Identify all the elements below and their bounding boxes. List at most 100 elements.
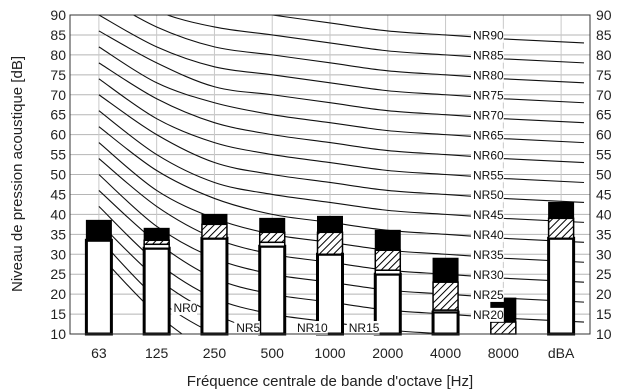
bar-top xyxy=(201,213,228,225)
y-tick-label-left: 35 xyxy=(50,226,66,242)
bar-4000 xyxy=(431,257,460,336)
y-tick-label-left: 15 xyxy=(50,306,66,322)
bar-base xyxy=(84,238,113,336)
nr-label: NR15 xyxy=(349,321,380,335)
nr-label-bg xyxy=(471,188,504,203)
nr-label: NR90 xyxy=(473,29,504,43)
x-tick-label: 4000 xyxy=(430,345,461,361)
x-tick-label: 2000 xyxy=(372,345,403,361)
plot-frame xyxy=(69,14,591,335)
nr-label: NR40 xyxy=(473,228,504,242)
bar-hatched xyxy=(374,249,402,271)
bar-base xyxy=(200,236,229,336)
x-tick-labels: 63 125 250 500 1000 2000 4000 8000 dBA xyxy=(91,345,575,361)
y-tick-label-left: 25 xyxy=(50,266,66,282)
bar-top xyxy=(548,201,575,219)
bar-2000 xyxy=(373,229,402,336)
y-tick-label-right: 20 xyxy=(596,286,612,302)
nr-label-bg xyxy=(171,301,198,316)
nr-label-bg xyxy=(295,321,328,336)
bar-base xyxy=(431,310,460,336)
nr-label: NR25 xyxy=(473,288,504,302)
y-tick-label-right: 75 xyxy=(596,67,612,83)
bar-top xyxy=(432,257,459,283)
bar-1000 xyxy=(316,215,344,336)
nr-label-bg xyxy=(234,321,260,336)
nr-label-bg xyxy=(471,248,504,263)
y-tick-label-right: 30 xyxy=(596,246,612,262)
nr-curve xyxy=(98,62,585,164)
plot-border xyxy=(69,14,591,335)
y-tick-label-right: 40 xyxy=(596,206,612,222)
nr-label: NR0 xyxy=(173,301,197,315)
y-tick-label-right: 25 xyxy=(596,266,612,282)
bar-top xyxy=(317,215,343,233)
y-tick-label-left: 75 xyxy=(50,67,66,83)
nr-label-bg xyxy=(471,287,504,302)
nr-label: NR35 xyxy=(473,248,504,262)
x-tick-label: 500 xyxy=(261,345,285,361)
nr-label: NR20 xyxy=(473,308,504,322)
y-axis-label: Niveau de pression acoustique [dB] xyxy=(9,56,26,292)
y-tick-label-right: 55 xyxy=(596,147,612,163)
bar-hatched xyxy=(490,321,517,335)
nr-label-bg xyxy=(471,108,504,123)
nr-label-bg xyxy=(471,168,504,183)
bar-top xyxy=(85,219,112,241)
y-tick-label-left: 45 xyxy=(50,186,66,202)
nr-label-bg xyxy=(471,28,504,43)
x-tick-label: 250 xyxy=(203,345,227,361)
nr-curve xyxy=(98,15,585,104)
bar-base xyxy=(142,246,171,336)
y-tick-label-left: 90 xyxy=(50,7,66,23)
x-tick-label: dBA xyxy=(548,345,575,361)
nr-label: NR45 xyxy=(473,208,504,222)
nr-label: NR55 xyxy=(473,168,504,182)
nr-label-bg xyxy=(471,208,504,223)
nr-label-bg xyxy=(471,148,504,163)
bar-hatched xyxy=(143,239,170,246)
y-tick-label-right: 80 xyxy=(596,47,612,63)
nr-label: NR10 xyxy=(297,321,328,335)
bar-63 xyxy=(84,219,113,336)
y-tick-label-right: 45 xyxy=(596,186,612,202)
nr-curve xyxy=(165,15,585,64)
nr-label: NR80 xyxy=(473,69,504,83)
y-tick-label-right: 50 xyxy=(596,167,612,183)
nr-curve xyxy=(98,126,585,243)
nr-curve xyxy=(132,15,585,84)
nr-curve xyxy=(98,94,585,203)
y-tick-label-left: 85 xyxy=(50,27,66,43)
nr-label: NR5 xyxy=(236,321,260,335)
nr-label-bg xyxy=(346,321,380,336)
y-tick-label-left: 60 xyxy=(50,127,66,143)
nr-curve xyxy=(98,142,585,263)
x-axis-label: Fréquence centrale de bande d'octave [Hz… xyxy=(187,373,473,390)
bar-top xyxy=(259,217,286,233)
nr-curve xyxy=(98,46,585,144)
x-tick-label: 8000 xyxy=(488,345,519,361)
bar-500 xyxy=(258,217,287,336)
nr-label-bg xyxy=(471,128,504,143)
nr-label-bg xyxy=(471,228,504,243)
x-tick-label: 125 xyxy=(145,345,169,361)
y-tick-label-left: 40 xyxy=(50,206,66,222)
bar-125 xyxy=(142,227,171,336)
bar-hatched xyxy=(258,231,286,244)
bars: NR90 NR85 NR80 NR75 NR70 NR65 NR60 NR55 NR50 NR45… xyxy=(84,28,576,336)
bar-hatched xyxy=(316,231,344,256)
nr-label: NR60 xyxy=(473,148,504,162)
nr-label: NR30 xyxy=(473,268,504,282)
bar-hatched xyxy=(201,223,228,240)
y-tick-label-right: 10 xyxy=(596,326,612,342)
x-tick-label: 1000 xyxy=(314,345,345,361)
y-tick-label-left: 70 xyxy=(50,87,66,103)
y-tick-label-right: 90 xyxy=(596,7,612,23)
nr-label: NR50 xyxy=(473,188,504,202)
nr-label-bg xyxy=(471,68,504,83)
nr-curve xyxy=(267,15,585,44)
nr-curve xyxy=(98,30,585,124)
y-tick-label-right: 35 xyxy=(596,226,612,242)
bar-dBA xyxy=(547,201,576,336)
